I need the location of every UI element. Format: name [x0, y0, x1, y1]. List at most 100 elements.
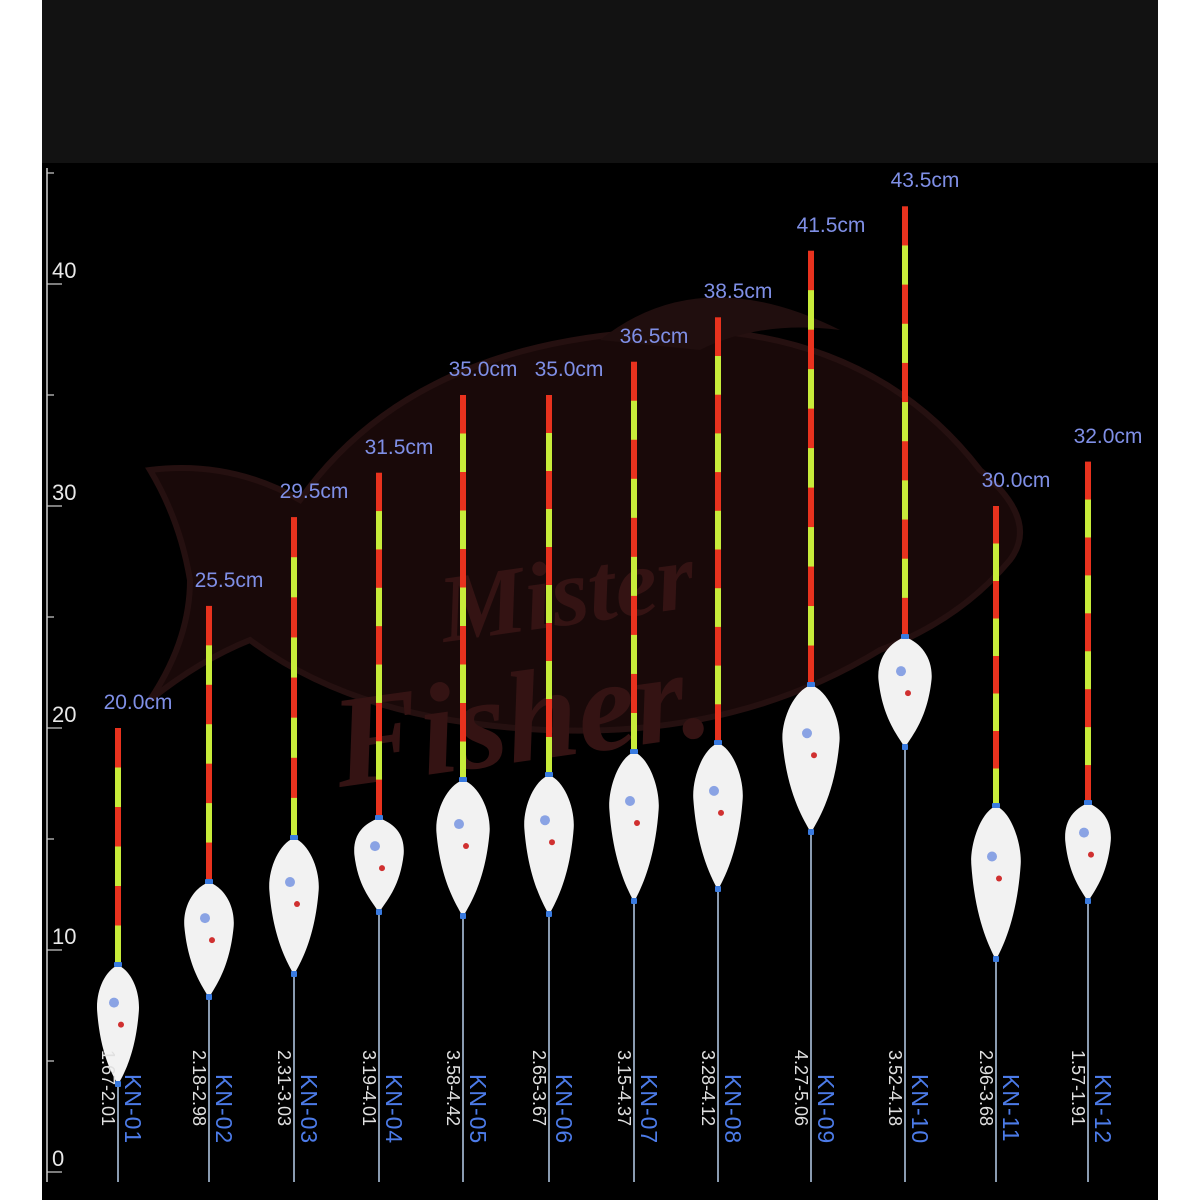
scale-tick-label: 20 — [52, 702, 77, 727]
float-kn-04 — [354, 472, 404, 1182]
float-antenna-segment — [546, 509, 552, 548]
float-antenna-segment — [715, 704, 721, 744]
float-spec-labels: KN-10 3.52-4.18 — [885, 1050, 933, 1144]
float-antenna-segment — [902, 206, 908, 246]
float-logo-mark — [109, 997, 119, 1008]
float-antenna-segment — [993, 506, 999, 544]
float-antenna-segment — [993, 656, 999, 694]
float-antenna-segment — [115, 886, 121, 926]
float-kn-08 — [693, 317, 743, 1182]
float-logo-mark — [370, 841, 380, 852]
scale-tick-label: 0 — [52, 1146, 65, 1171]
watermark-fish-outline — [145, 326, 1023, 734]
float-load-range-label: 3.28-4.12 — [698, 1050, 718, 1127]
float-load-range-label: 2.96-3.68 — [976, 1050, 996, 1127]
float-antenna-segment — [808, 527, 814, 568]
float-body — [524, 775, 574, 915]
float-top-collar — [375, 815, 383, 820]
float-kn-07 — [609, 361, 659, 1182]
float-antenna-segment — [715, 356, 721, 396]
float-bottom-collar — [715, 886, 721, 892]
float-antenna-segment — [902, 362, 908, 403]
float-model-label: KN-04 — [381, 1074, 407, 1145]
float-model-label: KN-06 — [551, 1074, 577, 1145]
float-antenna-segment — [902, 558, 908, 599]
float-antenna-segment — [206, 684, 212, 725]
float-body — [436, 780, 490, 917]
float-spec-labels: KN-11 2.96-3.68 — [976, 1050, 1024, 1143]
watermark-logo: Mister Fisher. — [145, 297, 1023, 816]
float-logo-mark — [625, 796, 635, 806]
float-antenna-segment — [631, 361, 637, 402]
float-antenna-segment — [631, 556, 637, 597]
float-antenna-segment — [715, 510, 721, 550]
float-load-range-label: 4.27-5.06 — [791, 1050, 811, 1127]
float-antenna-segment — [808, 329, 814, 370]
scale-tick-label: 40 — [52, 258, 77, 283]
float-top-collar — [807, 682, 815, 687]
float-top-collar — [545, 772, 553, 777]
length-scale — [46, 168, 62, 1182]
float-bottom-collar — [291, 971, 297, 977]
float-antenna-segment — [631, 517, 637, 558]
float-antenna-segment — [376, 511, 382, 550]
float-antenna-segment — [291, 597, 297, 638]
float-load-range-label: 3.52-4.18 — [885, 1050, 905, 1127]
float-spec-labels: KN-06 2.65-3.67 — [529, 1050, 577, 1145]
float-length-label: 35.0cm — [448, 358, 518, 381]
float-antenna-segment — [631, 400, 637, 441]
float-top-collar — [630, 749, 638, 754]
float-antenna-segment — [460, 433, 466, 473]
float-antenna-segment — [291, 757, 297, 799]
float-spec-labels: KN-01 1.67-2.01 — [98, 1050, 146, 1145]
float-logo-mark — [896, 666, 906, 677]
float-red-dot — [118, 1021, 124, 1028]
float-antenna-segment — [1085, 651, 1091, 690]
float-antenna-segment — [1085, 575, 1091, 614]
float-antenna-segment — [715, 549, 721, 589]
float-model-label: KN-01 — [120, 1074, 146, 1145]
float-red-dot — [905, 690, 911, 697]
float-load-range-label: 1.67-2.01 — [98, 1050, 118, 1127]
float-lineup — [97, 206, 1111, 1182]
float-spec-labels: KN-03 2.31-3.03 — [274, 1050, 322, 1144]
float-bottom-collar — [206, 994, 212, 1000]
float-logo-mark — [454, 819, 464, 830]
float-bottom-collar — [460, 913, 466, 919]
float-spec-labels: KN-08 3.28-4.12 — [698, 1050, 746, 1144]
float-kn-05 — [436, 395, 490, 1182]
float-antenna-segment — [206, 803, 212, 844]
float-antenna-segment — [291, 677, 297, 719]
float-antenna-segment — [902, 284, 908, 325]
float-antenna-segment — [808, 369, 814, 410]
float-antenna-segment — [206, 605, 212, 646]
float-length-label: 36.5cm — [619, 324, 689, 348]
float-length-label: 31.5cm — [364, 435, 434, 459]
float-kn-01 — [97, 728, 139, 1182]
float-antenna-segment — [993, 768, 999, 807]
float-antenna-segment — [546, 547, 552, 586]
float-antenna-segment — [715, 394, 721, 434]
float-antenna-segment — [1085, 461, 1091, 501]
float-spec-labels: KN-07 3.15-4.37 — [614, 1050, 662, 1145]
float-logo-mark — [200, 913, 210, 924]
float-top-collar — [114, 962, 122, 967]
float-antenna-segment — [993, 618, 999, 657]
float-spec-labels: KN-12 1.57-1.91 — [1068, 1050, 1116, 1144]
float-antenna-segment — [808, 606, 814, 647]
float-antenna-segment — [631, 673, 637, 714]
float-antenna-segment — [460, 703, 466, 742]
float-body — [184, 882, 234, 998]
float-kn-11 — [971, 506, 1021, 1182]
float-antenna-segment — [376, 587, 382, 627]
float-length-label: 25.5cm — [194, 568, 264, 592]
float-antenna-segment — [460, 395, 466, 434]
float-model-label: KN-07 — [636, 1074, 662, 1145]
float-kn-12 — [1065, 461, 1111, 1182]
float-antenna-segment — [808, 566, 814, 607]
float-antenna-segment — [808, 250, 814, 291]
float-antenna-segment — [1085, 537, 1091, 576]
float-logo-mark — [1079, 827, 1089, 838]
float-body — [609, 752, 659, 902]
